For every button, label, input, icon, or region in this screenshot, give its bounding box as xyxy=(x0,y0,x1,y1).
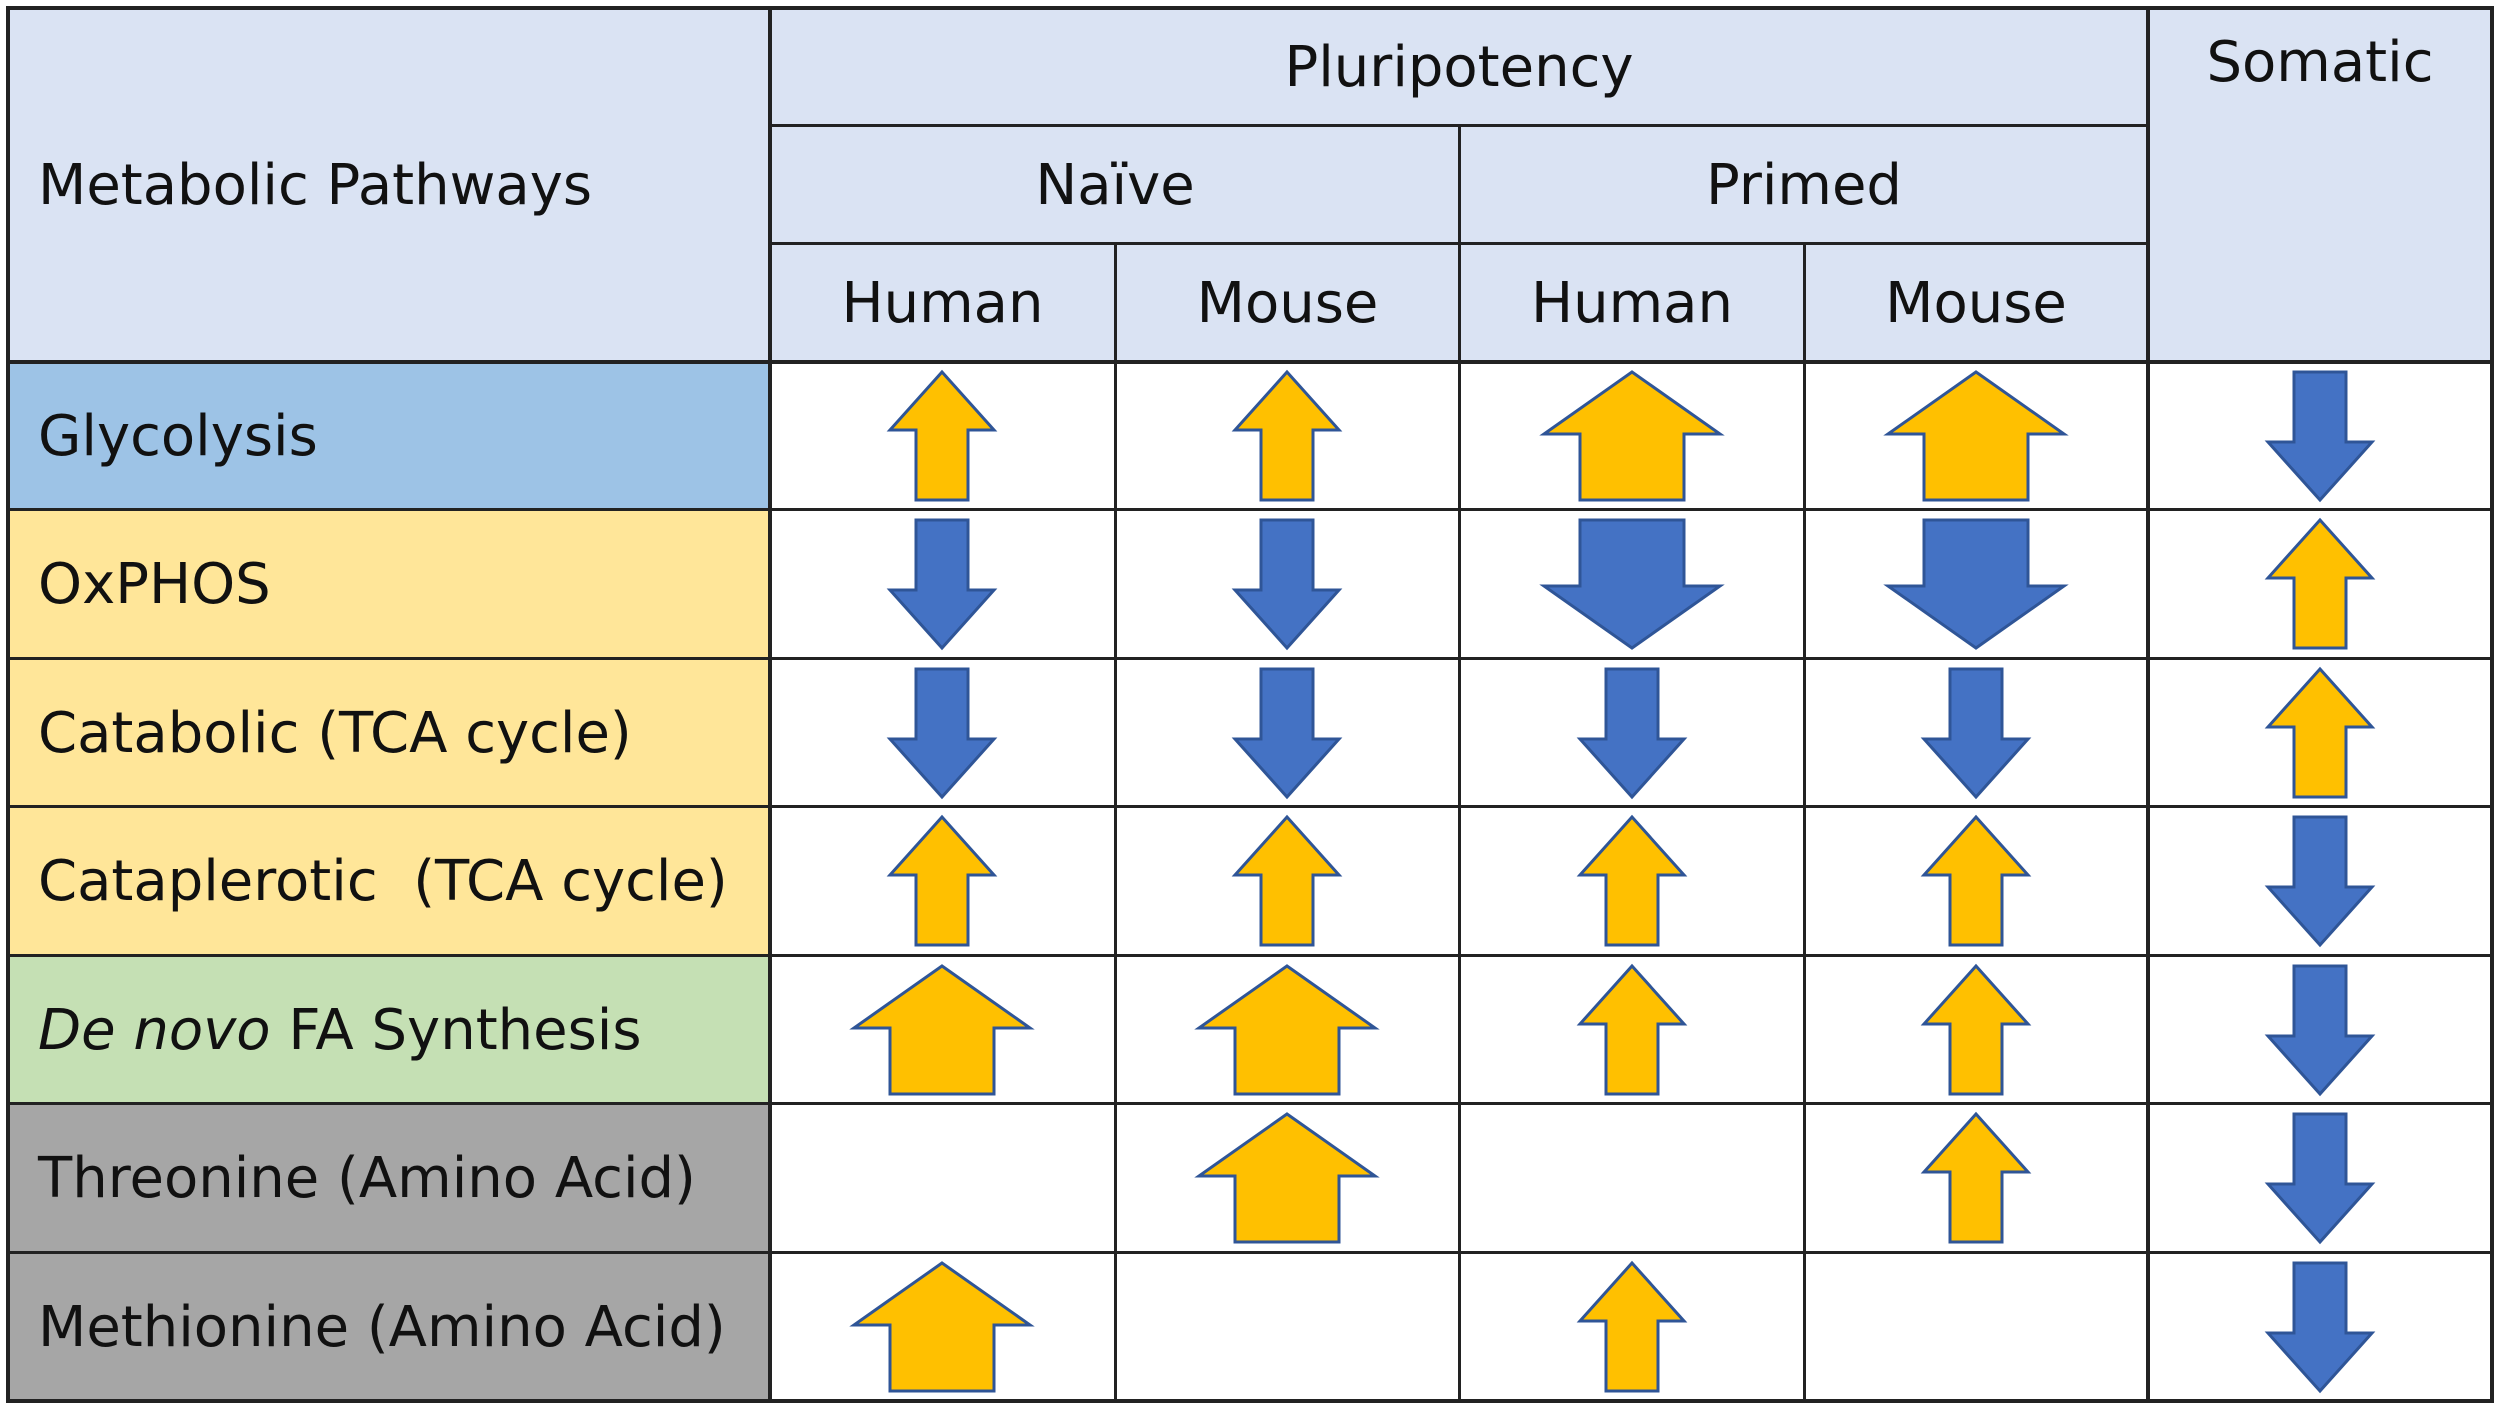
up-arrow-icon-catabolic-somatic xyxy=(2264,666,2376,799)
grid-h-header-bottom xyxy=(6,360,2494,364)
grid-v-right xyxy=(2490,6,2494,1403)
down-arrow-icon-threonine-somatic xyxy=(2264,1112,2376,1245)
down-arrow-icon-catabolic-naive-mouse xyxy=(1231,667,1343,800)
up-arrow-icon-glycolysis-naive-human xyxy=(886,369,998,502)
down-arrow-icon-glycolysis-somatic xyxy=(2264,370,2376,503)
row-label-catabolic-text: Catabolic (TCA cycle) xyxy=(38,700,632,766)
up-arrow-icon-oxphos-somatic xyxy=(2264,517,2376,650)
grid-h-row-5 xyxy=(6,1102,2494,1105)
header-primed-mouse: Mouse xyxy=(1804,244,2148,362)
header-primed-human-text: Human xyxy=(1531,270,1733,336)
header-primed-mouse-text: Mouse xyxy=(1885,270,2067,336)
down-arrow-icon-methionine-somatic xyxy=(2264,1261,2376,1394)
down-arrow-icon-catabolic-primed-human xyxy=(1576,667,1688,800)
up-arrow-icon-cataplerotic-naive-human xyxy=(886,814,998,947)
grid-h-row-3 xyxy=(6,805,2494,808)
row-label-oxphos-text: OxPHOS xyxy=(38,552,271,617)
header-pluripotency-text: Pluripotency xyxy=(1284,34,1634,100)
up-arrow-icon-glycolysis-primed-human xyxy=(1539,370,1725,502)
grid-h-row-1 xyxy=(6,508,2494,511)
row-label-methionine-text: Methionine (Amino Acid) xyxy=(38,1294,726,1360)
header-primed-human: Human xyxy=(1460,244,1804,362)
header-primed-text: Primed xyxy=(1706,152,1902,218)
grid-v-naive-split xyxy=(1114,242,1117,1403)
row-label-de-novo-fa-text: De novo FA Synthesis xyxy=(38,998,642,1063)
row-label-glycolysis-text: Glycolysis xyxy=(38,403,318,469)
up-arrow-icon-de-novo-fa-naive-human xyxy=(849,964,1035,1096)
down-arrow-icon-oxphos-primed-human xyxy=(1539,518,1725,650)
up-arrow-icon-cataplerotic-primed-human xyxy=(1576,814,1688,947)
up-arrow-icon-de-novo-fa-primed-mouse xyxy=(1920,963,2032,1096)
row-label-de-novo-fa: De novo FA Synthesis xyxy=(8,956,770,1104)
grid-v-naive-primed xyxy=(1458,124,1461,1403)
row-label-cataplerotic: Cataplerotic (TCA cycle) xyxy=(8,807,770,956)
row-label-glycolysis: Glycolysis xyxy=(8,362,770,510)
down-arrow-icon-cataplerotic-somatic xyxy=(2264,815,2376,948)
down-arrow-icon-oxphos-naive-mouse xyxy=(1231,518,1343,651)
up-arrow-icon-methionine-naive-human xyxy=(849,1261,1035,1393)
header-primed: Primed xyxy=(1460,126,2148,244)
header-somatic-text: Somatic xyxy=(2206,30,2434,95)
up-arrow-icon-glycolysis-naive-mouse xyxy=(1231,369,1343,502)
row-label-de-novo-rest: FA Synthesis xyxy=(270,997,642,1063)
up-arrow-icon-threonine-primed-mouse xyxy=(1920,1111,2032,1244)
up-arrow-icon-cataplerotic-naive-mouse xyxy=(1231,814,1343,947)
header-naive-mouse-text: Mouse xyxy=(1196,270,1379,336)
grid-h-top xyxy=(6,6,2494,10)
down-arrow-icon-de-novo-fa-somatic xyxy=(2264,964,2376,1097)
grid-v-labels xyxy=(768,6,772,1403)
up-arrow-icon-cataplerotic-primed-mouse xyxy=(1920,814,2032,947)
grid-v-primed-split xyxy=(1803,242,1806,1403)
header-naive-human: Human xyxy=(770,244,1115,362)
grid-h-row-4 xyxy=(6,954,2494,957)
down-arrow-icon-catabolic-naive-human xyxy=(886,667,998,800)
down-arrow-icon-oxphos-primed-mouse xyxy=(1883,518,2069,650)
row-label-threonine-text: Threonine (Amino Acid) xyxy=(38,1146,696,1211)
row-label-de-novo-italic: De novo xyxy=(38,997,271,1063)
row-label-cataplerotic-text: Cataplerotic (TCA cycle) xyxy=(38,849,728,914)
grid-v-somatic xyxy=(2146,6,2150,1403)
row-label-oxphos: OxPHOS xyxy=(8,510,770,659)
row-label-methionine: Methionine (Amino Acid) xyxy=(8,1253,770,1401)
grid-h-row-2 xyxy=(6,657,2494,660)
header-metabolic-pathways: Metabolic Pathways xyxy=(8,8,770,362)
row-label-catabolic: Catabolic (TCA cycle) xyxy=(8,659,770,807)
down-arrow-icon-catabolic-primed-mouse xyxy=(1920,667,2032,800)
header-pluripotency: Pluripotency xyxy=(770,8,2148,126)
up-arrow-icon-de-novo-fa-naive-mouse xyxy=(1194,964,1380,1096)
up-arrow-icon-glycolysis-primed-mouse xyxy=(1883,370,2069,502)
header-metabolic-pathways-text: Metabolic Pathways xyxy=(38,152,593,218)
header-somatic: Somatic xyxy=(2148,8,2492,362)
header-naive-text: Naïve xyxy=(1035,152,1195,218)
grid-h-row-6 xyxy=(6,1251,2494,1254)
row-label-threonine: Threonine (Amino Acid) xyxy=(8,1104,770,1253)
up-arrow-icon-threonine-naive-mouse xyxy=(1194,1112,1380,1244)
header-naive-mouse: Mouse xyxy=(1115,244,1460,362)
grid-v-left xyxy=(6,6,10,1403)
down-arrow-icon-oxphos-naive-human xyxy=(886,518,998,651)
grid-h-bottom xyxy=(6,1399,2494,1403)
up-arrow-icon-methionine-primed-human xyxy=(1576,1260,1688,1393)
header-naive-human-text: Human xyxy=(841,270,1044,336)
header-naive: Naïve xyxy=(770,126,1460,244)
up-arrow-icon-de-novo-fa-primed-human xyxy=(1576,963,1688,1096)
